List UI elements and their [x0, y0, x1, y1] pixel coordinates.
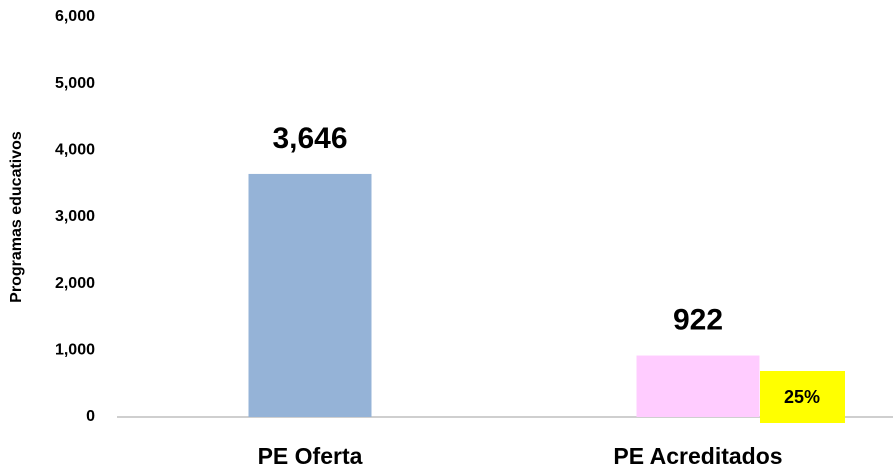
x-tick-label: PE Oferta [258, 443, 363, 469]
bar [636, 355, 760, 417]
y-tick-label: 5,000 [55, 75, 95, 92]
value-label: 922 [673, 303, 723, 336]
value-label: 3,646 [272, 122, 347, 155]
annotation-box [760, 371, 845, 423]
y-tick-label: 1,000 [55, 342, 95, 359]
y-tick-label: 0 [86, 408, 95, 425]
y-tick-label: 2,000 [55, 275, 95, 292]
annotation: 25% [784, 387, 820, 407]
bar [248, 173, 372, 417]
y-tick-label: 6,000 [55, 8, 95, 25]
y-tick-label: 4,000 [55, 142, 95, 159]
y-tick-label: 3,000 [55, 208, 95, 225]
x-tick-label: PE Acreditados [613, 443, 782, 469]
y-axis-label: Programas educativos [8, 131, 25, 303]
